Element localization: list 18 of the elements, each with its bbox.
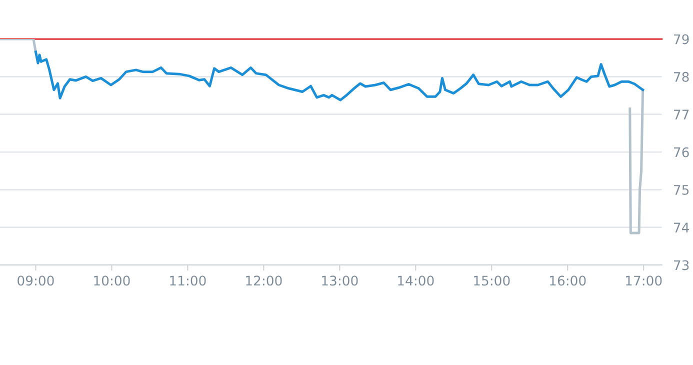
x-tick-label: 13:00	[322, 276, 358, 286]
x-tick-label: 09:00	[18, 276, 54, 286]
x-tick-label: 12:00	[246, 276, 282, 286]
y-tick-label: 74	[674, 222, 689, 232]
x-tick-label: 10:00	[94, 276, 130, 286]
y-tick-label: 73	[674, 260, 689, 270]
x-tick-label: 16:00	[550, 276, 586, 286]
y-tick-label: 77	[674, 110, 689, 120]
y-tick-label: 76	[674, 147, 689, 158]
x-tick-label: 14:00	[398, 276, 434, 286]
line-series	[628, 88, 644, 234]
y-tick-label: 75	[674, 185, 689, 195]
y-tick-label: 79	[674, 34, 689, 44]
x-tick-label: 15:00	[474, 276, 510, 286]
line-series	[34, 50, 644, 102]
y-tick-label: 78	[674, 72, 689, 82]
x-tick-label: 11:00	[170, 276, 206, 286]
x-tick-label: 17:00	[626, 276, 662, 286]
